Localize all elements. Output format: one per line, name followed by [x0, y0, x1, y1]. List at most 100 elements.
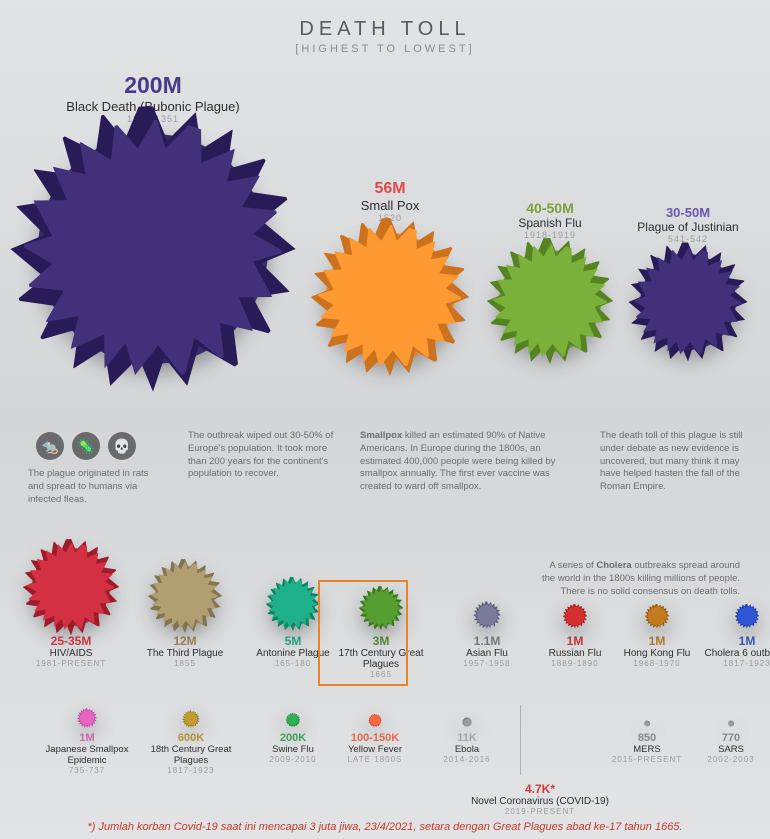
death-toll: 1M	[79, 732, 94, 744]
disease-name: Plague of Justinian	[637, 220, 738, 234]
disease-name: Yellow Fever	[333, 744, 417, 755]
disease-entry: 600K18th Century Great Plagues1817-1923	[148, 712, 234, 775]
pathogen-orb	[184, 712, 198, 726]
death-toll: 30-50M	[666, 205, 710, 220]
pathogen-orb	[326, 233, 454, 361]
disease-entry: 100-150KYellow FeverLATE 1800s	[332, 715, 418, 764]
year-range: 1968-1970	[633, 659, 680, 668]
disease-entry: 200MBlack Death (Bubonic Plague)1347-135…	[38, 72, 268, 364]
year-range: 2019-PRESENT	[505, 807, 575, 816]
year-range: 1665	[370, 670, 392, 679]
pathogen-orb	[499, 250, 601, 352]
main-title: DEATH TOLL	[0, 18, 770, 41]
disease-entry: 1MCholera 6 outbreak1817-1923	[702, 606, 770, 668]
pathogen-orb	[363, 590, 399, 626]
disease-name: Small Pox	[361, 198, 420, 213]
death-toll: 1.1M	[474, 634, 501, 648]
pathogen-orb	[271, 582, 315, 626]
disease-name: SARS	[689, 744, 770, 755]
disease-name: Ebola	[425, 744, 509, 755]
disease-name: 17th Century Great Plagues	[338, 648, 424, 670]
disease-entry: 1.1MAsian Flu1957-1958	[442, 604, 532, 668]
year-range: 2014-2016	[443, 755, 490, 764]
annotation-note: Smallpox killed an estimated 90% of Nati…	[360, 430, 558, 494]
pathogen-orb	[647, 606, 667, 626]
subtitle: [HIGHEST TO LOWEST]	[0, 43, 770, 55]
year-range: 165-180	[275, 659, 311, 668]
year-range: 2002-2003	[707, 755, 754, 764]
year-range: 1889-1890	[551, 659, 598, 668]
disease-name: Hong Kong Flu	[614, 648, 700, 659]
header: DEATH TOLL [HIGHEST TO LOWEST]	[0, 0, 770, 55]
disease-entry: 850MERS2015-PRESENT	[604, 721, 690, 764]
death-toll: 5M	[285, 634, 302, 648]
disease-entry: 12MThe Third Plague1855	[140, 566, 230, 668]
disease-name: 18th Century Great Plagues	[149, 744, 233, 766]
annotation-note: A series of Cholera outbreaks spread aro…	[540, 560, 740, 598]
disease-entry: 1MRussian Flu1889-1890	[530, 606, 620, 668]
death-toll: 12M	[173, 634, 196, 648]
disease-name: Antonine Plague	[250, 648, 336, 659]
disease-entry: 1MJapanese Smallpox Epidemic735-737	[44, 710, 130, 775]
death-toll: 40-50M	[526, 200, 573, 216]
disease-name: Russian Flu	[532, 648, 618, 659]
disease-entry: 770SARS2002-2003	[688, 721, 770, 764]
death-toll: 1M	[567, 634, 584, 648]
year-range: 1817-1923	[167, 766, 214, 775]
skull-icon: 💀	[108, 432, 136, 460]
death-toll: 25-35M	[51, 634, 92, 648]
disease-name: Novel Coronavirus (COVID-19)	[471, 796, 609, 807]
death-toll: 56M	[374, 180, 405, 198]
footnote: *) Jumlah korban Covid-19 saat ini menca…	[0, 821, 770, 833]
pathogen-orb	[370, 715, 381, 726]
year-range: 1817-1923	[723, 659, 770, 668]
death-toll: 200K	[280, 732, 306, 744]
pathogen-orb	[38, 134, 268, 364]
pathogen-orb	[155, 566, 215, 626]
pathogen-orb	[79, 710, 95, 726]
pathogen-orb	[463, 718, 471, 726]
pathogen-orb	[476, 604, 498, 626]
death-toll: 600K	[178, 732, 204, 744]
year-range: 1855	[174, 659, 196, 668]
year-range: 735-737	[69, 766, 105, 775]
annotation-note: The plague originated in rats and spread…	[28, 468, 163, 506]
disease-name: Swine Flu	[251, 744, 335, 755]
pathogen-orb	[640, 254, 736, 350]
disease-name: The Third Plague	[142, 648, 228, 659]
year-range: 2015-PRESENT	[612, 755, 682, 764]
disease-name: MERS	[605, 744, 689, 755]
connector-line	[520, 705, 521, 775]
rat-icon: 🐀	[36, 432, 64, 460]
death-toll: 1M	[649, 634, 666, 648]
year-range: 2009-2010	[269, 755, 316, 764]
disease-name: Japanese Smallpox Epidemic	[45, 744, 129, 766]
disease-entry: 1MHong Kong Flu1968-1970	[612, 606, 702, 668]
pathogen-orb	[565, 606, 585, 626]
pathogen-orb	[729, 721, 734, 726]
disease-name: Cholera 6 outbreak	[704, 648, 770, 659]
disease-entry: 200KSwine Flu2009-2010	[250, 714, 336, 764]
disease-name: Asian Flu	[444, 648, 530, 659]
death-toll: 200M	[124, 72, 182, 99]
disease-entry: 11KEbola2014-2016	[424, 718, 510, 764]
death-toll: 1M	[739, 634, 756, 648]
disease-entry: 56MSmall Pox1520	[320, 180, 460, 361]
disease-entry: 25-35MHIV/AIDS1981-PRESENT	[26, 548, 116, 668]
origin-icons: 🐀 🦠 💀	[36, 432, 136, 460]
annotation-note: The death toll of this plague is still u…	[600, 430, 745, 494]
annotation-note: The outbreak wiped out 30-50% of Europe'…	[188, 430, 338, 481]
disease-name: HIV/AIDS	[28, 648, 114, 659]
pathogen-orb	[645, 721, 650, 726]
death-toll: 770	[722, 732, 740, 744]
disease-entry: 5MAntonine Plague165-180	[248, 582, 338, 668]
year-range: 1981-PRESENT	[36, 659, 106, 668]
disease-entry: 40-50MSpanish Flu1918-1919	[480, 200, 620, 352]
pathogen-orb	[287, 714, 299, 726]
death-toll: 3M	[373, 634, 390, 648]
death-toll: 4.7K*	[525, 782, 555, 796]
pathogen-orb	[737, 606, 757, 626]
death-toll: 850	[638, 732, 656, 744]
covid-entry: 4.7K*Novel Coronavirus (COVID-19)2019-PR…	[440, 782, 640, 816]
pathogen-orb	[32, 548, 110, 626]
